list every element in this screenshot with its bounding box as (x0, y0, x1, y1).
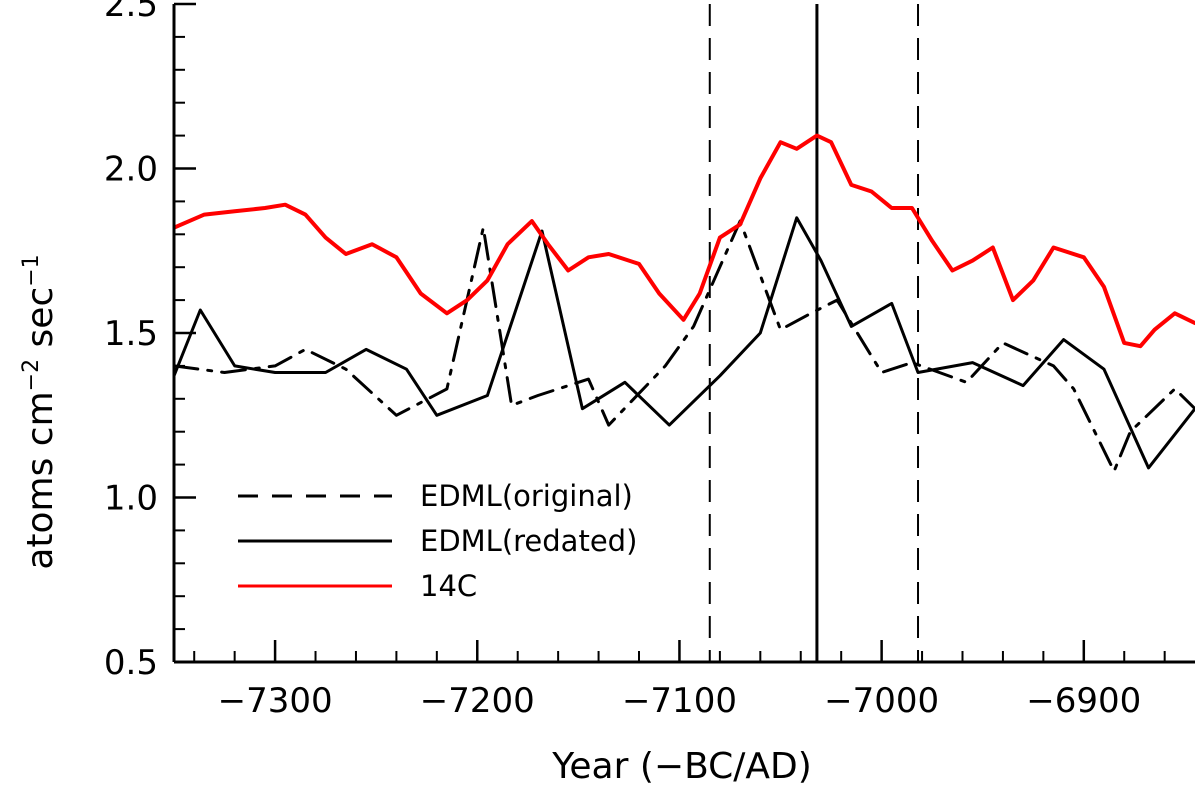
y-axis-title-main: atoms cm (20, 391, 61, 569)
y-axis-title-sec: sec (20, 287, 61, 359)
legend-label-edml-original: EDML(original) (420, 479, 633, 513)
y-axis-title-exp-sec: −1 (19, 254, 44, 286)
legend-label-edml-redated: EDML(redated) (420, 524, 637, 558)
x-tick-label: −7100 (622, 681, 737, 721)
x-tick-label: −7300 (218, 681, 333, 721)
x-axis-title: Year (−BC/AD) (551, 746, 812, 787)
y-tick-label: 2.5 (104, 0, 158, 25)
x-tick-label: −6900 (1026, 681, 1141, 721)
legend-label-14c: 14C (420, 569, 477, 603)
series-line-edml-original (174, 219, 1195, 473)
legend: EDML(original) EDML(redated) 14C (238, 479, 637, 603)
y-tick-label: 1.0 (104, 479, 158, 519)
x-tick-label: −7000 (824, 681, 939, 721)
series-line-14c (174, 133, 1195, 349)
y-axis-title: atoms cm−2 sec−1 (19, 254, 61, 569)
y-axis-title-exp-cm: −2 (19, 359, 44, 391)
y-tick-label: 1.5 (104, 314, 158, 354)
x-tick-label: −7200 (420, 681, 535, 721)
y-tick-label: 0.5 (104, 643, 158, 683)
y-tick-label: 2.0 (104, 150, 158, 190)
series-line-edml-redated (174, 216, 1195, 470)
ticks: −7300 −7200 −7100 −7000 −6900 0.5 1.0 1.5 2.0 2.5 (104, 0, 1166, 721)
plot-area (174, 4, 1195, 662)
